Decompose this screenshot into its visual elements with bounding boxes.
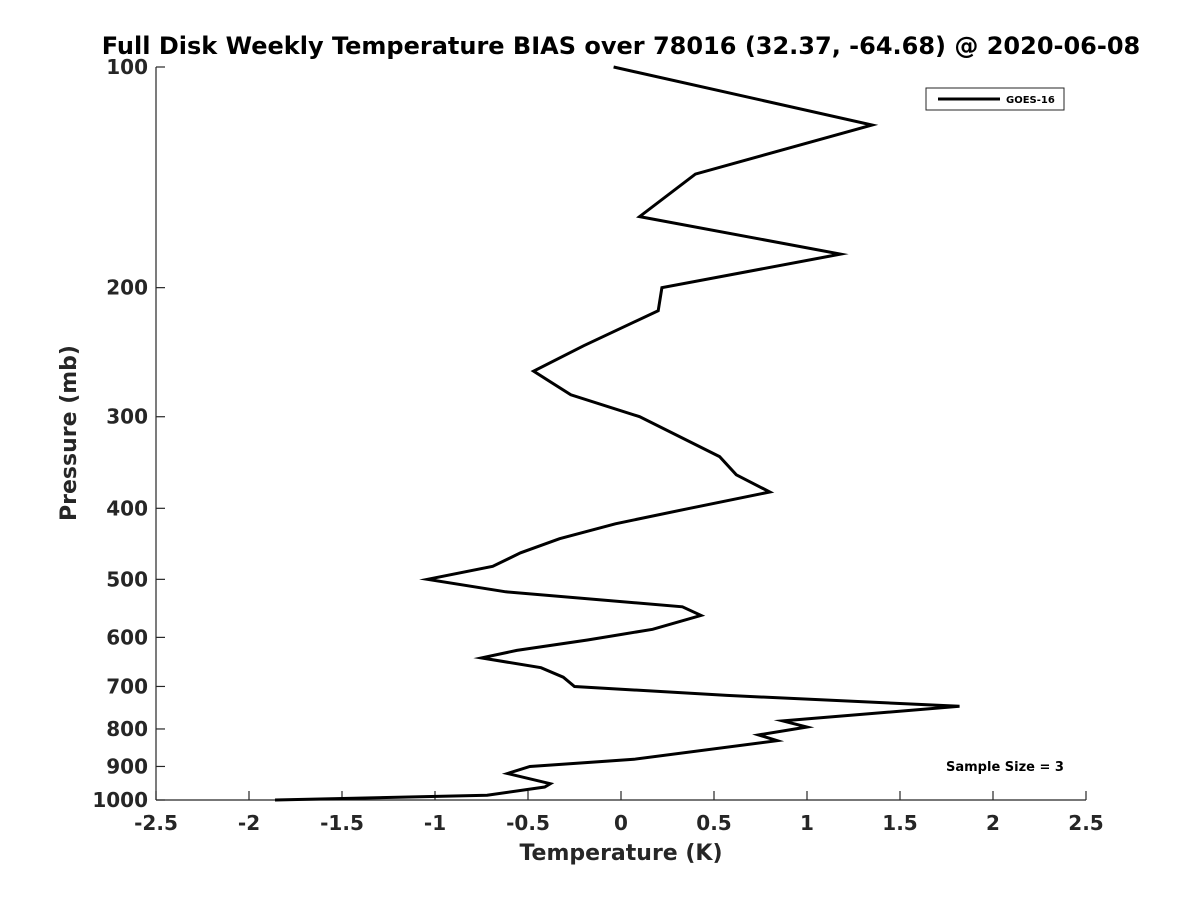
x-tick-label: 2.5 xyxy=(1068,811,1103,835)
y-tick-group: 100 200 300 400 500 600 700 800 900 1000 xyxy=(92,55,165,812)
y-tick-label: 700 xyxy=(106,674,148,698)
legend-label-goes-16: GOES-16 xyxy=(1006,95,1055,106)
y-tick-label: 600 xyxy=(106,625,148,649)
y-tick-label: 900 xyxy=(106,754,148,778)
x-axis-label: Temperature (K) xyxy=(519,841,722,866)
x-tick-label: 1 xyxy=(800,811,814,835)
x-tick-label: 0 xyxy=(614,811,628,835)
y-tick-label: 400 xyxy=(106,496,148,520)
x-tick-label: 2 xyxy=(986,811,1000,835)
y-tick-label: 300 xyxy=(106,405,148,429)
chart-title: Full Disk Weekly Temperature BIAS over 7… xyxy=(102,32,1141,60)
y-axis-label: Pressure (mb) xyxy=(57,345,82,521)
y-tick-label: 800 xyxy=(106,717,148,741)
x-tick-label: 0.5 xyxy=(696,811,731,835)
y-tick-label: 100 xyxy=(106,55,148,79)
legend: GOES-16 xyxy=(925,87,1065,111)
x-tick-label: -2.5 xyxy=(134,811,178,835)
y-tick-label: 1000 xyxy=(92,788,148,812)
y-tick-label: 200 xyxy=(106,276,148,300)
x-tick-label: 1.5 xyxy=(882,811,917,835)
y-tick-label: 500 xyxy=(106,567,148,591)
x-tick-label: -1 xyxy=(424,811,446,835)
x-tick-group: -2.5 -2 -1.5 -1 -0.5 0 0.5 1 1.5 2 2.5 xyxy=(134,791,1104,835)
sample-size-annotation: Sample Size = 3 xyxy=(946,760,1064,775)
series-layer xyxy=(274,65,960,802)
x-tick-label: -0.5 xyxy=(506,811,550,835)
x-tick-label: -1.5 xyxy=(320,811,364,835)
x-tick-label: -2 xyxy=(238,811,260,835)
